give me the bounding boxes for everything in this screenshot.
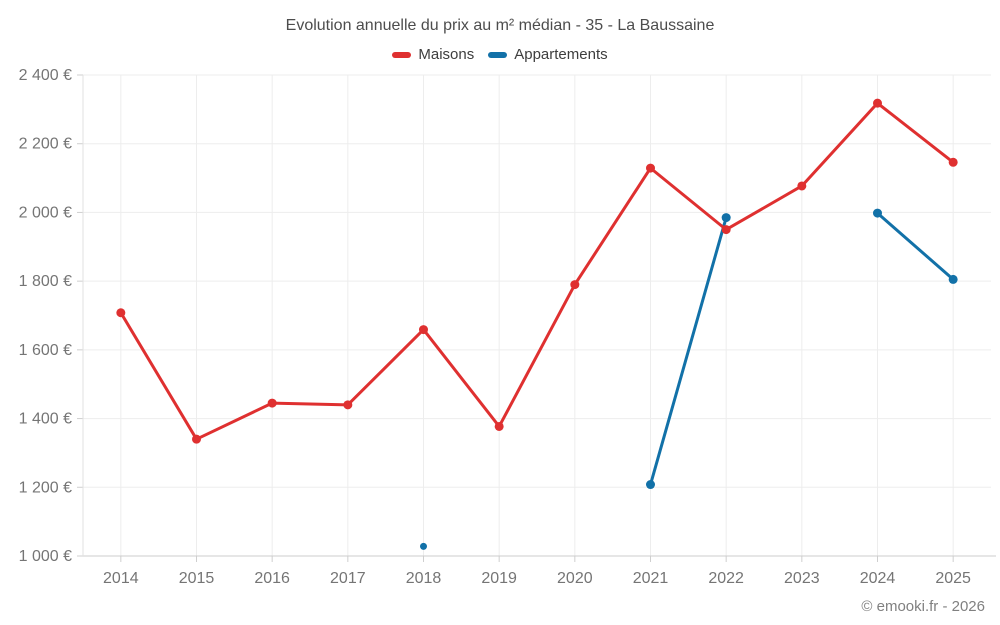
legend-label-maisons: Maisons xyxy=(418,46,475,63)
chart-title: Evolution annuelle du prix au m² médian … xyxy=(285,17,715,34)
data-point-maisons-2021[interactable] xyxy=(646,163,655,173)
y-axis-label: 2 000 € xyxy=(19,204,72,221)
copyright-credit: © emooki.fr - 2026 xyxy=(861,598,985,615)
series-line-maisons xyxy=(119,101,955,441)
x-axis-label: 2018 xyxy=(406,570,442,587)
legend-item-appartements[interactable]: Appartements xyxy=(488,46,608,63)
series-line-appartements xyxy=(649,216,728,487)
x-axis-label: 2021 xyxy=(633,570,669,587)
y-axis-label: 1 600 € xyxy=(19,342,72,359)
data-point-appartements-2021[interactable] xyxy=(646,480,655,490)
x-axis-label: 2022 xyxy=(708,570,744,587)
legend-label-appartements: Appartements xyxy=(514,46,608,63)
y-axis-label: 2 200 € xyxy=(19,136,72,153)
data-point-maisons-2019[interactable] xyxy=(494,421,504,431)
x-axis-label: 2023 xyxy=(784,570,820,587)
data-point-maisons-2025[interactable] xyxy=(948,157,958,167)
data-point-maisons-2018[interactable] xyxy=(419,325,428,335)
y-axis-label: 1 400 € xyxy=(19,411,72,428)
data-point-appartements-2025[interactable] xyxy=(948,274,958,284)
data-point-maisons-2023[interactable] xyxy=(797,181,807,191)
x-axis-label: 2024 xyxy=(860,570,896,587)
data-point-maisons-2020[interactable] xyxy=(570,280,580,290)
appartements-series-marker-icon xyxy=(488,51,508,58)
x-axis-label: 2015 xyxy=(179,570,215,587)
chart-legend: Maisons Appartements xyxy=(0,46,1000,63)
y-axis-label: 1 000 € xyxy=(19,548,72,565)
data-point-maisons-2022[interactable] xyxy=(721,225,731,235)
x-axis-label: 2020 xyxy=(557,570,593,587)
data-point-maisons-2024[interactable] xyxy=(873,98,882,108)
x-axis-label: 2014 xyxy=(103,570,139,587)
y-axis-label: 2 400 € xyxy=(19,67,72,84)
x-axis-label: 2017 xyxy=(330,570,366,587)
x-axis-label: 2016 xyxy=(254,570,290,587)
data-point-appartements-2022[interactable] xyxy=(721,213,731,223)
y-axis-label: 1 800 € xyxy=(19,273,72,290)
data-point-appartements-2018[interactable] xyxy=(420,542,427,550)
data-point-maisons-2016[interactable] xyxy=(267,398,277,408)
series-line-appartements xyxy=(876,211,955,281)
data-point-maisons-2015[interactable] xyxy=(192,434,201,444)
x-axis-label: 2025 xyxy=(935,570,971,587)
y-axis-label: 1 200 € xyxy=(19,479,72,496)
data-point-maisons-2017[interactable] xyxy=(343,400,353,410)
data-point-maisons-2014[interactable] xyxy=(116,308,126,318)
legend-item-maisons[interactable]: Maisons xyxy=(392,46,474,63)
data-point-appartements-2024[interactable] xyxy=(873,208,882,218)
x-axis-label: 2019 xyxy=(481,570,517,587)
maisons-series-marker-icon xyxy=(392,51,412,58)
